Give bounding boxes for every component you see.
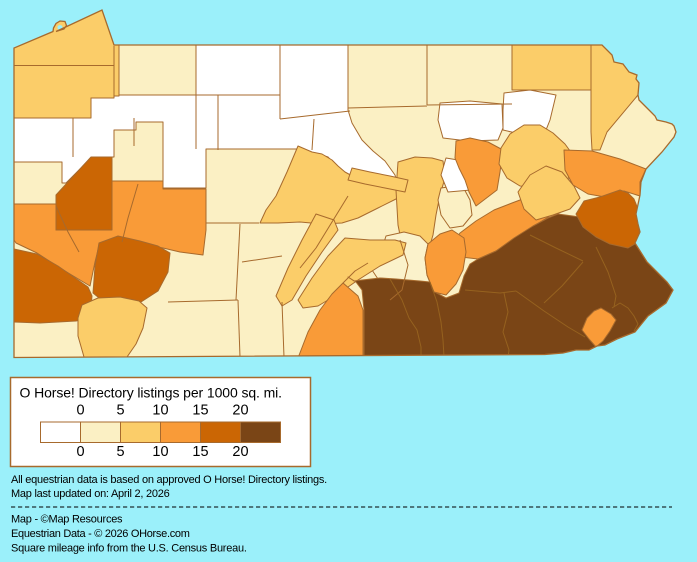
svg-text:20: 20 [232,403,248,419]
svg-text:Square mileage info from the U: Square mileage info from the U.S. Census… [11,543,247,555]
svg-text:O Horse! Directory listings pe: O Horse! Directory listings per 1000 sq.… [20,385,282,401]
svg-text:15: 15 [192,444,208,460]
svg-text:15: 15 [192,403,208,419]
svg-text:0: 0 [76,444,84,460]
svg-text:20: 20 [232,444,248,460]
svg-text:10: 10 [152,403,168,419]
svg-text:5: 5 [116,444,124,460]
svg-text:Map - ©Map Resources: Map - ©Map Resources [11,514,123,526]
svg-text:5: 5 [116,403,124,419]
svg-text:10: 10 [152,444,168,460]
svg-text:Equestrian Data - © 2026 OHors: Equestrian Data - © 2026 OHorse.com [11,528,190,540]
svg-text:All equestrian data is based o: All equestrian data is based on approved… [11,474,327,486]
svg-text:0: 0 [76,403,84,419]
svg-text:Map last updated on: April 2,: Map last updated on: April 2, 2026 [11,488,170,500]
